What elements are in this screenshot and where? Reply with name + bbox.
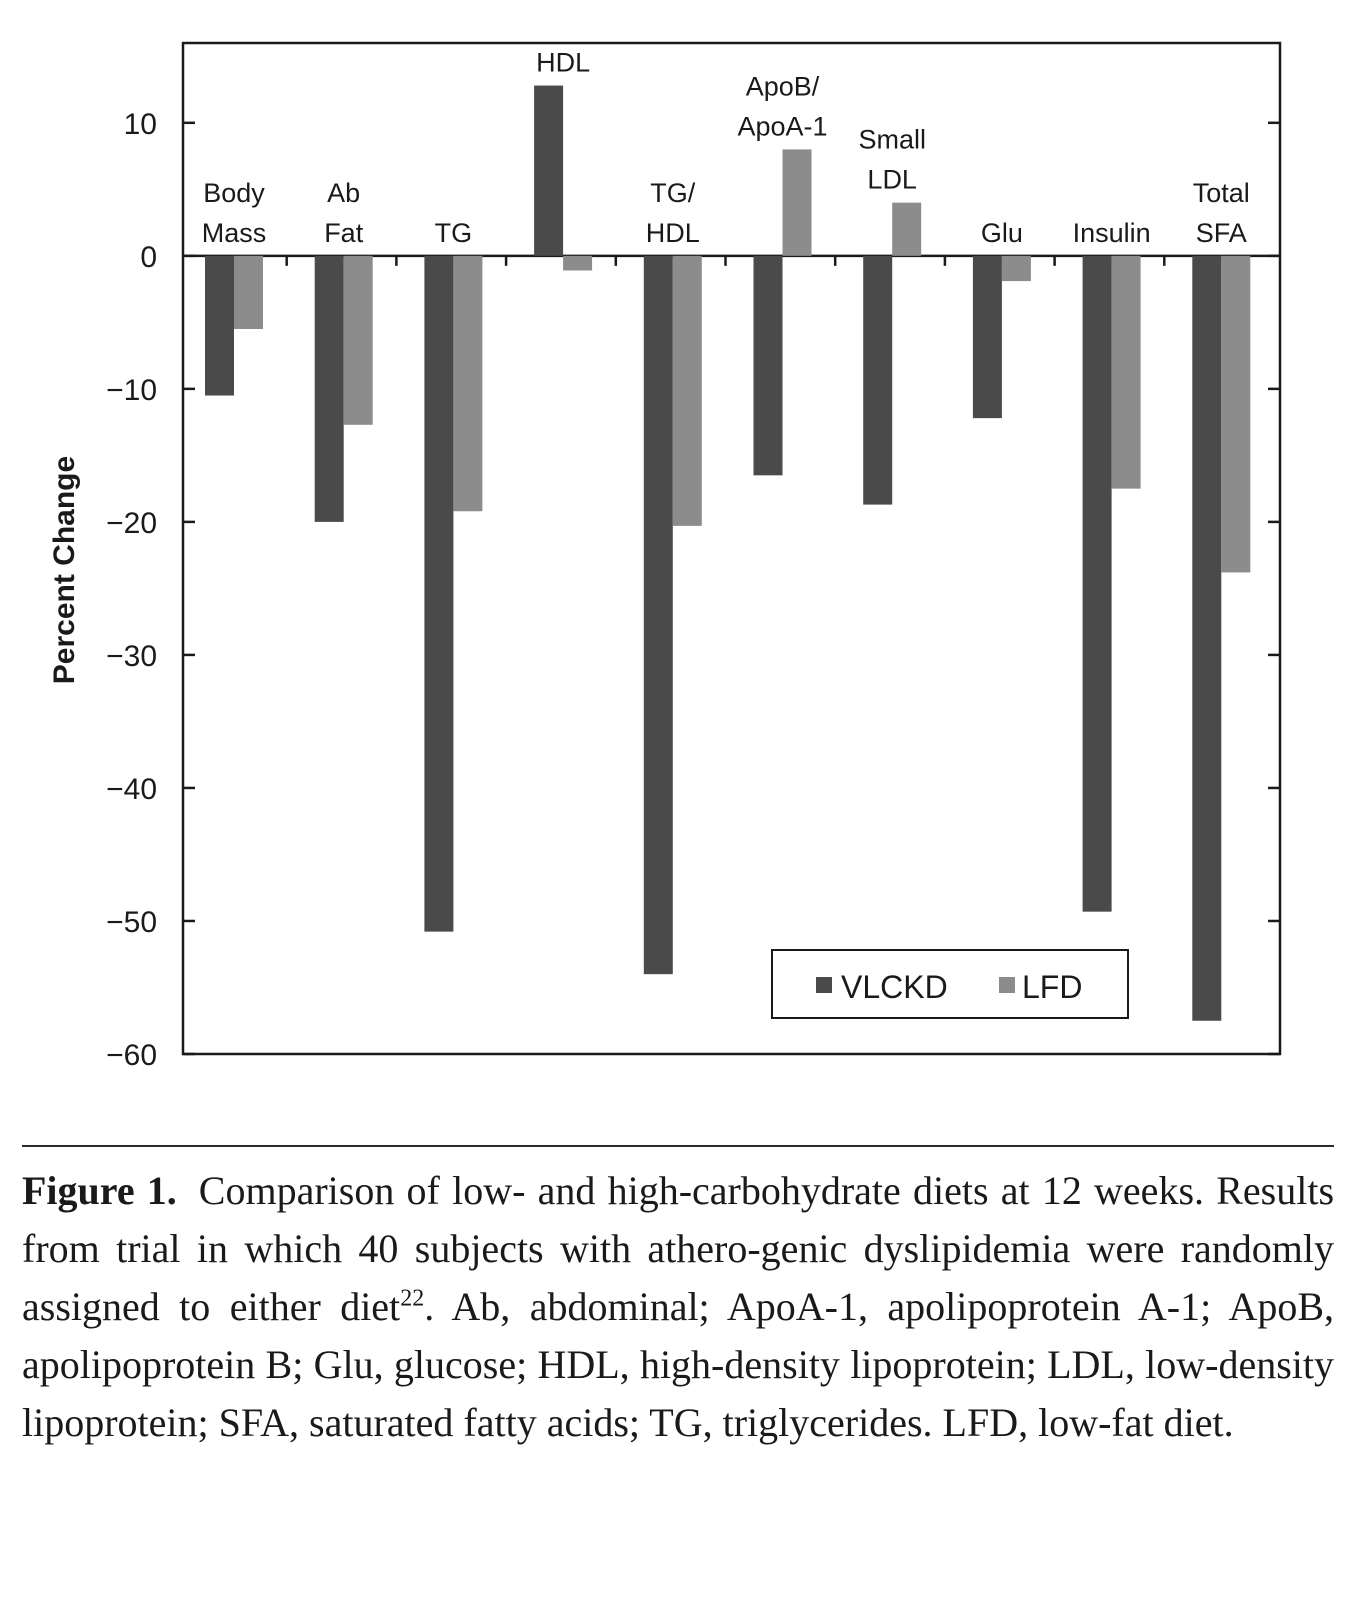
y-tick-label: −30 <box>106 640 157 673</box>
bar-vlckd-8 <box>1082 255 1112 912</box>
bar-chart: 10 0 −10 −20 −30 −40 −50 −60 Body Mass Ab Fat TG HDL… <box>48 41 1282 1072</box>
bar-vlckd-6 <box>863 255 893 505</box>
category-label: Ab <box>327 178 360 208</box>
legend-label-lfd: LFD <box>1022 969 1082 1005</box>
legend-box <box>771 949 1129 1019</box>
bar-vlckd-3 <box>534 85 564 256</box>
plot-frame <box>181 41 1282 1056</box>
category-label: Insulin <box>1073 218 1151 248</box>
figure-caption: Figure 1. Comparison of low- and high-car… <box>22 1162 1334 1452</box>
category-label: Total <box>1193 178 1250 208</box>
category-label: HDL <box>646 218 700 248</box>
category-label: SFA <box>1196 218 1247 248</box>
bar-lfd-4 <box>672 255 702 526</box>
caption-citation: 22 <box>400 1285 425 1312</box>
bar-lfd-0 <box>234 255 263 330</box>
bar-lfd-7 <box>1001 255 1031 282</box>
y-tick-label: −10 <box>106 374 157 407</box>
y-tick-label: 0 <box>140 241 157 274</box>
y-tick-label: −60 <box>106 1039 157 1072</box>
figure-label: Figure 1. <box>22 1168 177 1213</box>
category-label: Glu <box>981 218 1023 248</box>
bar-vlckd-2 <box>424 255 454 932</box>
category-label: LDL <box>867 165 917 195</box>
bar-vlckd-4 <box>643 255 673 975</box>
bar-lfd-1 <box>343 255 373 425</box>
y-tick-label: −40 <box>106 773 157 806</box>
y-axis-label: Percent Change <box>48 456 81 684</box>
legend-swatch-lfd <box>999 977 1015 993</box>
category-label: HDL <box>536 48 590 78</box>
caption-divider <box>22 1145 1334 1147</box>
caption-text: Comparison of low- and high-carbohydrate… <box>22 1168 1335 1329</box>
bar-lfd-9 <box>1221 255 1251 573</box>
category-label: Body <box>203 178 265 208</box>
bar-lfd-5 <box>782 149 812 256</box>
bar-vlckd-7 <box>972 255 1002 419</box>
caption-text-end: . Ab, abdominal; ApoA-1, apolipoprotein … <box>22 1284 1335 1445</box>
y-tick-label: −50 <box>106 906 157 939</box>
category-label: TG <box>435 218 473 248</box>
bar-vlckd-9 <box>1192 255 1222 1021</box>
category-label: ApoB/ <box>746 71 820 101</box>
bar-lfd-8 <box>1111 255 1141 489</box>
bar-vlckd-5 <box>753 255 783 476</box>
category-label: Small <box>858 125 926 155</box>
bar-lfd-6 <box>892 202 922 256</box>
legend-label-vlckd: VLCKD <box>841 969 948 1005</box>
bar-vlckd-0 <box>205 255 234 396</box>
y-tick-label: −20 <box>106 507 157 540</box>
category-label: Fat <box>324 218 364 248</box>
category-label: TG/ <box>650 178 695 208</box>
bar-lfd-3 <box>563 255 593 271</box>
legend-swatch-vlckd <box>816 977 832 993</box>
category-label: Mass <box>202 218 267 248</box>
bar-vlckd-1 <box>314 255 344 522</box>
category-label: ApoA-1 <box>737 111 827 141</box>
y-tick-label: 10 <box>124 108 157 141</box>
bar-lfd-2 <box>453 255 483 512</box>
legend: VLCKD LFD <box>771 949 1129 1019</box>
